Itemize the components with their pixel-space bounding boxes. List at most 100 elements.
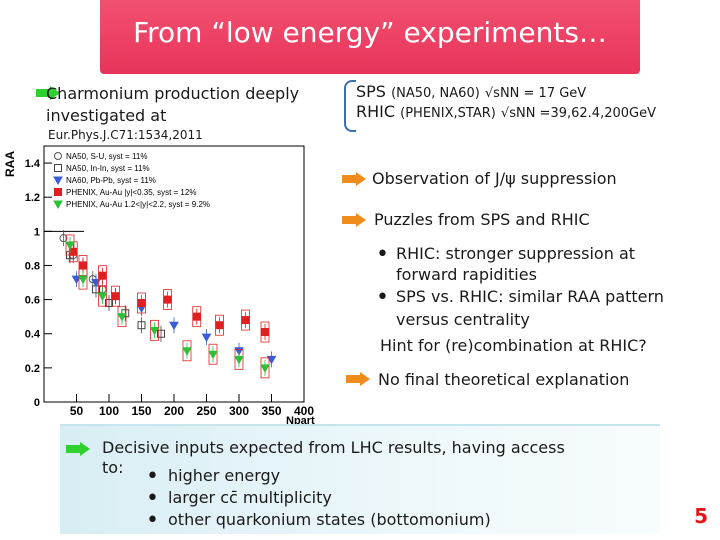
data-point [105,299,113,308]
error-box [150,319,159,341]
error-box [260,357,270,379]
puzzle-2-line-2: versus centrality [396,310,530,329]
y-tick-label: 0.8 [25,260,40,272]
legend-marker [53,200,63,210]
puzzle-1-line-2: forward rapidities [396,265,537,284]
data-point [241,316,250,325]
no-final-text: No final theoretical explanation [378,370,630,389]
data-point [71,275,82,285]
bullet-icon: • [146,486,159,511]
arrow-icon [36,86,60,100]
data-point [261,328,269,337]
data-point [137,299,146,308]
intro-line-1: Charmonium production deeply [46,84,300,103]
decisive-item-3: other quarkonium states (bottomonium) [168,510,491,529]
sps-label: SPS [356,82,386,101]
legend-marker [54,152,62,160]
legend-marker [54,164,62,172]
data-point [201,333,212,343]
observation-text: Observation of J/ψ suppression [372,169,617,188]
decisive-box [60,424,660,534]
error-box [98,285,107,307]
data-point [111,292,120,301]
bracket [344,80,356,132]
data-point [182,347,192,356]
error-box [208,343,218,365]
puzzles-heading: Puzzles from SPS and RHIC [374,210,590,229]
intro-line-2: investigated at [46,106,167,125]
y-tick-label: 1.2 [25,192,40,204]
data-point [234,355,244,365]
arrow-icon [66,442,90,456]
slide-title: From “low energy” experiments… [133,16,607,49]
sps-detail: (NA50, NA60) [391,86,480,101]
legend-entry: NA50, In-In, syst = 11% [66,164,150,173]
legend-entry: NA60, Pb-Pb, syst = 11% [66,176,156,185]
y-tick-label: 1 [34,226,40,238]
bullet-icon: • [146,508,159,533]
rhic-energy: √sNN =39,62.4,200GeV [500,106,656,121]
data-point [97,292,108,302]
decisive-line-2: to: [102,458,124,477]
y-tick-label: 0 [34,397,40,409]
decisive-item-1: higher energy [168,466,281,485]
data-point [266,355,277,365]
data-point [137,321,146,330]
data-point [78,275,88,285]
data-point [79,261,87,270]
x-tick-label: 250 [196,404,216,418]
bullet-icon: • [376,242,389,267]
x-tick-label: 200 [164,404,184,418]
data-point [208,350,218,360]
arrow-icon [342,172,366,186]
error-box [65,234,75,256]
title-bar [100,0,640,74]
reference: Eur.Phys.J.C71:1534,2011 [48,128,203,142]
puzzle-1-line-1: RHIC: stronger suppression at [396,244,636,263]
data-point [169,321,179,331]
data-point [260,364,270,373]
error-box [182,340,192,362]
arrow-icon [342,213,366,227]
data-point [59,234,68,243]
data-point [192,312,201,321]
decisive-item-2: larger cc̄ multiplicity [168,488,332,507]
legend-entry: PHENIX, Au-Au 1.2<|y|<2.2, syst = 9.2% [66,200,210,209]
data-point [215,321,224,330]
rhic-label: RHIC [356,102,396,121]
arrow-icon [346,372,370,386]
y-tick-label: 0.4 [25,329,41,341]
y-axis-label: RAA [3,151,17,177]
data-point [69,247,78,256]
error-box [78,268,88,290]
legend-marker [53,176,63,186]
rhic-line: RHIC (PHENIX,STAR) √sNN =39,62.4,200GeV [356,102,656,124]
decisive-line-1: Decisive inputs expected from LHC result… [102,438,565,457]
data-point [98,271,107,280]
puzzle-2-line-1: SPS vs. RHIC: similar RAA pattern [396,287,664,306]
x-tick-label: 300 [229,404,249,418]
error-box [117,306,127,328]
x-axis-label: Npart [286,415,315,425]
bullet-icon: • [376,285,389,310]
legend-entry: NA50, S-U, syst = 11% [66,152,147,161]
page-number: 5 [694,504,708,528]
data-point [157,329,165,338]
rhic-detail: (PHENIX,STAR) [400,106,496,121]
data-point [65,241,75,250]
y-tick-label: 0.2 [25,363,40,375]
sps-energy: √sNN = 17 GeV [484,86,587,101]
y-tick-label: 0.6 [25,295,40,307]
legend-entry: PHENIX, Au-Au |y|<0.35, syst = 12% [66,188,196,197]
x-tick-label: 400 [294,404,314,418]
data-point [163,295,172,304]
x-tick-label: 350 [261,404,281,418]
x-tick-label: 100 [99,404,119,418]
bullet-icon: • [146,464,159,489]
data-point [149,326,160,336]
legend-marker [54,188,62,196]
x-tick-label: 150 [131,404,151,418]
data-point [91,279,101,288]
y-tick-label: 1.4 [25,158,41,170]
sps-line: SPS (NA50, NA60) √sNN = 17 GeV [356,82,586,104]
